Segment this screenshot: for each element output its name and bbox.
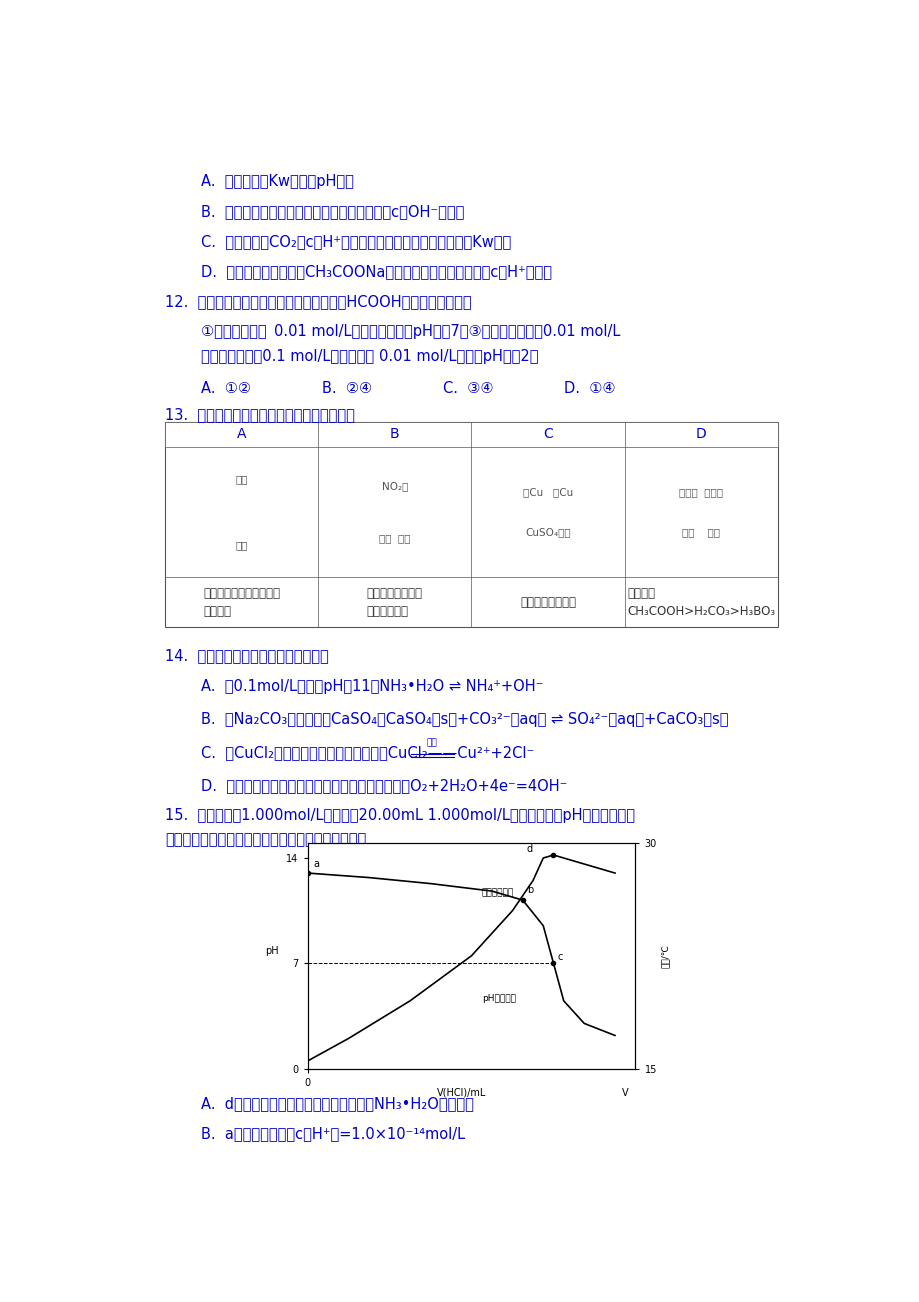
Text: C.  ③④: C. ③④ [443, 381, 493, 396]
Text: 硫酸




锌粒: 硫酸 锌粒 [235, 474, 247, 551]
Text: A.  ①②: A. ①② [200, 381, 250, 396]
Text: 通电: 通电 [426, 738, 437, 747]
Text: 证明酸性
CH₃COOH>H₂CO₃>H₃BO₃: 证明酸性 CH₃COOH>H₂CO₃>H₃BO₃ [627, 587, 775, 618]
Text: 粗Cu   纯Cu


CuSO₄溶液: 粗Cu 纯Cu CuSO₄溶液 [523, 487, 573, 536]
Text: C: C [543, 427, 552, 441]
Text: ①甲酸易挥发； 0.01 mol/L的甲酸钓溶液的pH大于7；③在相同条件下，0.01 mol/L: ①甲酸易挥发； 0.01 mol/L的甲酸钓溶液的pH大于7；③在相同条件下，0… [200, 324, 619, 340]
Text: B.  用Na₂CO₃处理水垃中CaSO₄：CaSO₄（s）+CO₃²⁻（aq） ⇌ SO₄²⁻（aq）+CaCO₃（s）: B. 用Na₂CO₃处理水垃中CaSO₄：CaSO₄（s）+CO₃²⁻（aq） … [200, 712, 727, 728]
Text: 14.  下列解释事实的方程式不正硫的是: 14. 下列解释事实的方程式不正硫的是 [165, 648, 328, 663]
Text: d: d [527, 844, 532, 854]
Text: C.  向水中通入CO₂，c（H⁺）增大，平衡向逆反应方向移动，Kw不变: C. 向水中通入CO₂，c（H⁺）增大，平衡向逆反应方向移动，Kw不变 [200, 234, 510, 249]
Bar [165, 422, 777, 447]
Text: 验证温度对化学平
衡移动的影响: 验证温度对化学平 衡移动的影响 [367, 587, 423, 618]
Text: A.  测0.1mol/L氨水的pH为11：NH₃•H₂O ⇌ NH₄⁺+OH⁻: A. 测0.1mol/L氨水的pH为11：NH₃•H₂O ⇌ NH₄⁺+OH⁻ [200, 680, 542, 694]
Text: C.  用CuCl₂溶液做导电实验，灯泡发光：CuCl₂——Cu²⁺+2Cl⁻: C. 用CuCl₂溶液做导电实验，灯泡发光：CuCl₂——Cu²⁺+2Cl⁻ [200, 745, 533, 760]
Text: A: A [236, 427, 246, 441]
Text: NO₂球



热水  冷水: NO₂球 热水 冷水 [379, 480, 410, 543]
Text: D.  向水中加入少量固体CH₃COONa，平衡向逆反应方向移动，c（H⁺）降低: D. 向水中加入少量固体CH₃COONa，平衡向逆反应方向移动，c（H⁺）降低 [200, 264, 551, 279]
Text: 结合秒表测量锤与硫酸的
反应速率: 结合秒表测量锤与硫酸的 反应速率 [203, 587, 279, 618]
Text: A.  d点后，溶液温度略下降的主要原因是NH₃•H₂O电离吸热: A. d点后，溶液温度略下降的主要原因是NH₃•H₂O电离吸热 [200, 1096, 473, 1111]
Text: 探究精炼铜的原理: 探究精炼铜的原理 [519, 596, 575, 609]
Text: D.  使用碱性电解质的氢氧燃料电池的正极反应式：O₂+2H₂O+4e⁻=4OH⁻: D. 使用碱性电解质的氢氧燃料电池的正极反应式：O₂+2H₂O+4e⁻=4OH⁻ [200, 779, 566, 793]
Text: 碳酸钠  碳酸钠


硼酸    醋酸: 碳酸钠 碳酸钠 硼酸 醋酸 [679, 487, 722, 536]
Text: 13.  下图所示的实验，不能达到实验目的的是: 13. 下图所示的实验，不能达到实验目的的是 [165, 408, 355, 422]
Text: D: D [696, 427, 706, 441]
Bar [165, 422, 777, 628]
Text: A.  升高温度，Kw增大，pH不变: A. 升高温度，Kw增大，pH不变 [200, 173, 353, 189]
Text: 15.  室温下，剹1.000mol/L盐酸滴入20.00mL 1.000mol/L氨水中，溶液pH和温度随加入: 15. 室温下，剹1.000mol/L盐酸滴入20.00mL 1.000mol/… [165, 809, 634, 823]
Text: B.  ②④: B. ②④ [322, 381, 371, 396]
Text: 盐酸体积变化曲线如图所示。下列有关说法正硫的是: 盐酸体积变化曲线如图所示。下列有关说法正硫的是 [165, 832, 366, 848]
Text: B.  向水中加入氨水，平衡向逆反应方向移动，c（OH⁻）降低: B. 向水中加入氨水，平衡向逆反应方向移动，c（OH⁻）降低 [200, 204, 463, 219]
Text: 12.  室温条件下，下列实验可以证明甲酸（HCOOH）是弱电解质的是: 12. 室温条件下，下列实验可以证明甲酸（HCOOH）是弱电解质的是 [165, 294, 471, 309]
Y-axis label: 温度/℃: 温度/℃ [661, 944, 669, 967]
Text: B.  a点由水电离出的c（H⁺）=1.0×10⁻¹⁴mol/L: B. a点由水电离出的c（H⁺）=1.0×10⁻¹⁴mol/L [200, 1126, 464, 1142]
Text: 甲酸的导电性比0.1 mol/L盐酸的弱； 0.01 mol/L的甲酸pH大于2。: 甲酸的导电性比0.1 mol/L盐酸的弱； 0.01 mol/L的甲酸pH大于2… [200, 349, 538, 365]
Text: B: B [390, 427, 399, 441]
Text: D.  ①④: D. ①④ [563, 381, 615, 396]
